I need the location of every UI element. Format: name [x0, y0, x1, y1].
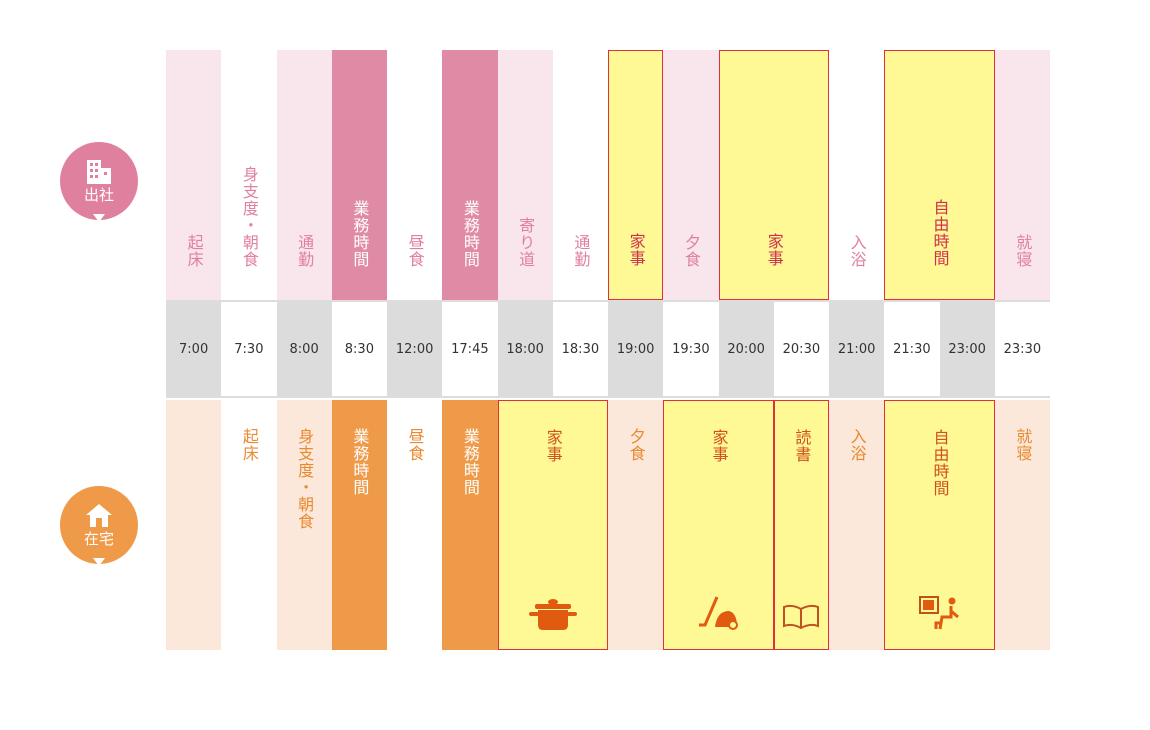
activity-block: 入浴 [829, 50, 885, 300]
activity-label: 起床 [239, 428, 259, 462]
activity-icon [499, 597, 608, 631]
badge-label: 在宅 [83, 529, 114, 548]
activity-block: 夕食 [663, 50, 719, 300]
activity-label: 身支度・朝食 [239, 166, 259, 268]
activity-label: 入浴 [847, 428, 867, 462]
building-icon [87, 159, 111, 184]
time-label: 7:00 [166, 302, 222, 396]
activity-block [166, 400, 222, 650]
activity-label: 業務時間 [350, 200, 370, 268]
time-label: 21:30 [884, 302, 940, 396]
activity-label: 就寝 [1013, 428, 1033, 462]
time-label: 19:00 [608, 302, 664, 396]
activity-label: 昼食 [405, 428, 425, 462]
activity-block: 自由時間 [884, 400, 995, 650]
home-badge: 在宅 [60, 486, 138, 566]
time-label: 18:00 [497, 302, 553, 396]
activity-block: 夕食 [608, 400, 664, 650]
activity-label: 自由時間 [930, 199, 950, 267]
office-badge: 出社 [60, 142, 138, 222]
activity-block: 家事 [718, 50, 829, 300]
time-label: 8:00 [276, 302, 332, 396]
time-label: 8:30 [331, 302, 387, 396]
activity-label: 家事 [543, 429, 563, 463]
activity-block: 業務時間 [331, 50, 387, 300]
time-label: 17:45 [442, 302, 498, 396]
time-label: 12:00 [387, 302, 443, 396]
activity-block: 身支度・朝食 [276, 400, 332, 650]
activity-block: 入浴 [829, 400, 885, 650]
activity-block: 起床 [166, 50, 222, 300]
time-label: 18:30 [552, 302, 608, 396]
badge-label: 出社 [83, 185, 114, 204]
activity-label: 昼食 [405, 234, 425, 268]
time-label: 23:00 [939, 302, 995, 396]
activity-label: 自由時間 [930, 429, 950, 497]
activity-block: 昼食 [387, 400, 443, 650]
activity-label: 夕食 [626, 428, 646, 462]
activity-label: 寄り道 [516, 217, 536, 268]
activity-icon [885, 595, 994, 631]
activity-block: 業務時間 [331, 400, 387, 650]
divider [166, 300, 1050, 302]
activity-label: 家事 [764, 233, 784, 267]
activity-label: 読書 [792, 429, 812, 463]
activity-icon [775, 603, 828, 631]
activity-block: 家事 [608, 50, 664, 300]
activity-block: 就寝 [994, 50, 1050, 300]
activity-block: 自由時間 [884, 50, 995, 300]
activity-block: 通勤 [276, 50, 332, 300]
activity-label: 業務時間 [460, 200, 480, 268]
activity-label: 業務時間 [350, 428, 370, 496]
activity-label: 就寝 [1013, 234, 1033, 268]
activity-block: 通勤 [552, 50, 608, 300]
activity-block: 昼食 [387, 50, 443, 300]
time-label: 7:30 [221, 302, 277, 396]
house-icon [86, 503, 112, 527]
time-label: 20:00 [718, 302, 774, 396]
activity-block: 就寝 [994, 400, 1050, 650]
activity-block: 身支度・朝食 [221, 50, 277, 300]
activity-block: 業務時間 [442, 400, 498, 650]
activity-label: 身支度・朝食 [295, 428, 315, 530]
time-label: 20:30 [773, 302, 829, 396]
time-label: 19:30 [663, 302, 719, 396]
divider [166, 396, 1050, 398]
activity-label: 通勤 [571, 234, 591, 268]
activity-label: 夕食 [681, 234, 701, 268]
activity-block: 起床 [221, 400, 277, 650]
activity-block: 寄り道 [497, 50, 553, 300]
time-label: 21:00 [829, 302, 885, 396]
activity-label: 家事 [709, 429, 729, 463]
activity-label: 入浴 [847, 234, 867, 268]
activity-label: 起床 [184, 234, 204, 268]
activity-icon [664, 595, 773, 631]
activity-label: 通勤 [295, 234, 315, 268]
activity-block: 家事 [663, 400, 774, 650]
activity-label: 業務時間 [460, 428, 480, 496]
activity-block: 業務時間 [442, 50, 498, 300]
activity-label: 家事 [626, 233, 646, 267]
activity-block: 読書 [773, 400, 829, 650]
time-label: 23:30 [994, 302, 1050, 396]
activity-block: 家事 [497, 400, 608, 650]
